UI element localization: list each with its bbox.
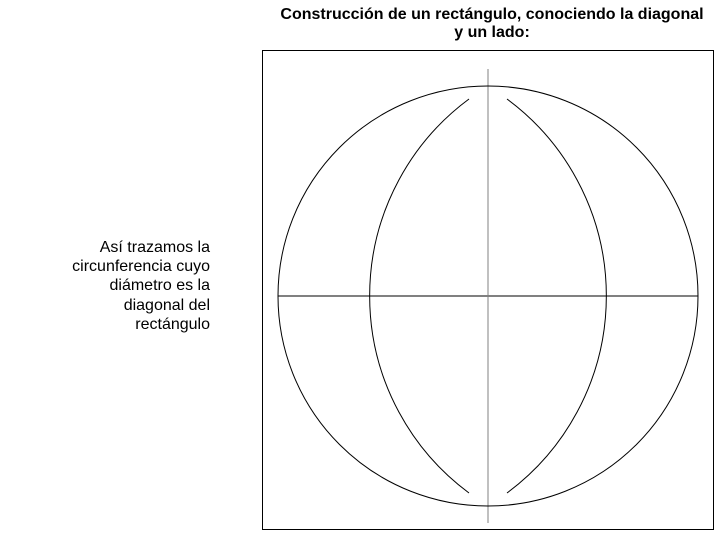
caption-line: circunferencia cuyo [30, 257, 210, 276]
caption-line: diagonal del [30, 296, 210, 315]
figure-frame [262, 50, 714, 530]
caption-line: rectángulo [30, 315, 210, 334]
caption-line: Así trazamos la [30, 238, 210, 257]
diagram-caption: Así trazamos lacircunferencia cuyodiámet… [30, 238, 210, 334]
title-line: y un lado: [272, 24, 712, 42]
construction-svg [263, 51, 713, 529]
diagram-title: Construcción de un rectángulo, conociend… [272, 6, 712, 43]
title-line: Construcción de un rectángulo, conociend… [272, 6, 712, 24]
caption-line: diámetro es la [30, 276, 210, 295]
